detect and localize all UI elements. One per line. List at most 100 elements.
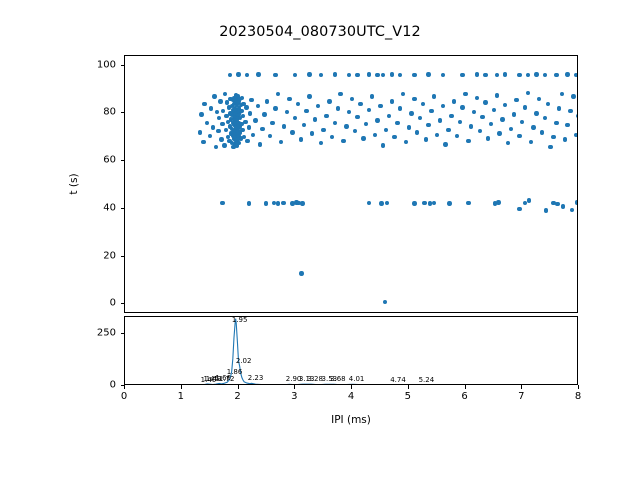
scatter-point [231,130,236,135]
scatter-point [341,138,346,143]
scatter-point [412,72,417,78]
scatter-point [236,106,242,111]
scatter-point [224,113,229,118]
hist-x-tick-mark [578,385,579,389]
scatter-point [307,94,312,99]
y-tick-label: 100 [96,59,116,71]
scatter-point [237,124,242,129]
scatter-point [511,112,516,117]
scatter-point [290,130,295,135]
scatter-point [226,105,232,110]
scatter-point [548,144,553,149]
scatter-point [517,133,522,139]
scatter-point [294,200,299,205]
scatter-point [231,144,236,149]
figure-title: 20230504_080730UTC_V12 [219,24,421,40]
scatter-point [230,112,235,117]
scatter-point [497,131,502,136]
scatter-point [210,125,216,130]
scatter-point [483,100,488,105]
scatter-point [480,114,485,120]
scatter-point [234,111,239,116]
scatter-point [346,109,352,115]
scatter-point [492,201,498,206]
histogram-plot-layer [125,317,577,384]
scatter-point [454,133,460,139]
scatter-point [573,132,577,138]
hist-x-tick-label: 1 [177,391,184,402]
hist-y-tick-mark [120,332,124,334]
scatter-point [271,200,276,206]
scatter-point [355,114,360,120]
scatter-point [232,127,238,133]
scatter-point [236,99,241,104]
scatter-point [197,130,203,135]
scatter-point [236,112,241,117]
scatter-point [554,120,559,126]
scatter-point [310,131,315,136]
scatter-point [230,98,236,103]
scatter-point [300,201,305,206]
scatter-point [232,123,237,128]
scatter-point [235,114,240,120]
scatter-point [204,120,209,126]
scatter-point [237,96,242,102]
scatter-point [256,72,261,77]
scatter-points-layer [125,56,577,312]
scatter-point [366,72,372,77]
scatter-point [344,124,349,129]
histogram-line [204,318,423,384]
scatter-point [238,130,243,135]
scatter-point [238,115,243,121]
scatter-point [488,121,494,127]
scatter-point [372,132,377,138]
scatter-point [281,200,286,206]
scatter-point [406,125,411,130]
scatter-point [235,137,240,142]
scatter-point [233,119,238,124]
scatter-point [369,94,375,99]
scatter-point [235,126,241,132]
scatter-point [525,90,531,96]
scatter-point [537,96,542,102]
hist-x-tick-label: 8 [574,391,582,402]
scatter-point [358,101,363,106]
scatter-y-axis-label: t (s) [68,173,80,195]
scatter-point [378,103,383,109]
scatter-point [212,94,217,99]
hist-x-tick-label: 6 [461,391,468,402]
scatter-point [400,92,406,97]
scatter-point [234,143,239,148]
scatter-point [239,95,245,100]
histogram-peak-label: 3.13 [298,375,315,384]
scatter-point [364,121,369,127]
scatter-point [255,103,260,109]
scatter-point [217,115,222,121]
scatter-point [491,107,497,112]
scatter-point [551,200,556,206]
scatter-point [251,132,256,138]
scatter-point [542,72,548,78]
scatter-point [559,92,565,97]
histogram-peak-label: 4.74 [390,375,406,384]
scatter-point [236,141,242,146]
hist-x-tick-label: 7 [518,391,525,402]
scatter-point [241,101,246,106]
hist-x-tick-label: 3 [291,391,298,402]
scatter-point [477,129,482,134]
scatter-point [220,108,226,114]
scatter-point [417,115,423,121]
scatter-point [415,130,420,135]
scatter-point [383,127,389,133]
hist-x-tick-label: 2 [234,391,241,402]
y-tick-mark [120,64,124,66]
scatter-point [539,130,545,135]
histogram-peak-label: 3.28 [307,375,323,384]
scatter-point [423,137,428,142]
hist-x-tick-mark [407,385,409,389]
scatter-point [432,200,437,206]
scatter-point [293,72,298,78]
scatter-point [199,112,204,117]
scatter-point [346,72,352,78]
scatter-point [486,136,491,141]
